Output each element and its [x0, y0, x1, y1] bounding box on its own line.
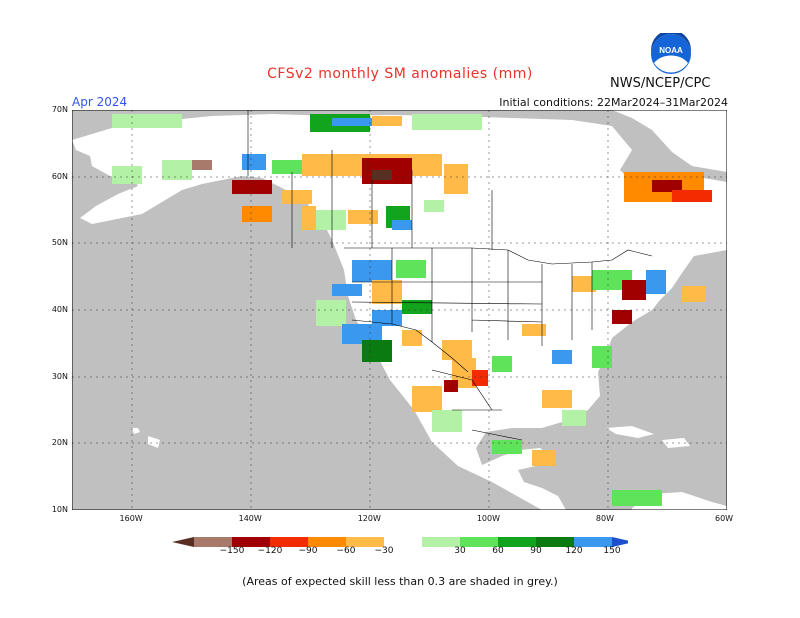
- lon-label: 120W: [357, 514, 381, 523]
- lat-label: 70N: [51, 105, 68, 114]
- arctic-island-1: [520, 120, 572, 140]
- arctic-island-2: [582, 128, 618, 150]
- colorbar-segment: [346, 537, 384, 547]
- lon-label: 160W: [119, 514, 143, 523]
- colorbar-tick-label: 90: [530, 546, 542, 556]
- us-mexico-border: [351, 319, 469, 373]
- colorbar-segment: [308, 537, 346, 547]
- colorbar-segment: [384, 537, 422, 547]
- gridlines: [72, 110, 727, 510]
- lat-label: 40N: [51, 305, 68, 314]
- lon-label: 80W: [595, 514, 614, 523]
- colorbar-segment: [460, 537, 498, 547]
- colorbar-tick-label: 150: [603, 546, 621, 556]
- initial-conditions: Initial conditions: 22Mar2024–31Mar2024: [499, 96, 728, 109]
- colorbar-tick-label: 120: [565, 546, 583, 556]
- canada-province-lines: [291, 150, 493, 250]
- colorbar: [172, 537, 628, 547]
- colorbar-tick-label: −120: [257, 546, 283, 556]
- forecast-period: Apr 2024: [72, 95, 128, 109]
- colorbar-tick-label: 60: [492, 546, 504, 556]
- lat-label: 30N: [51, 371, 68, 381]
- colorbar-segment: [270, 537, 308, 547]
- colorbar-segment: [232, 537, 270, 547]
- colorbar-tick-label: 30: [454, 546, 466, 556]
- lon-label: 100W: [476, 514, 500, 523]
- hispaniola: [662, 438, 690, 448]
- lat-label: 50N: [51, 238, 68, 248]
- political-boundaries: [247, 110, 653, 441]
- colorbar-segment: [194, 537, 232, 547]
- colorbar-under-arrow: [172, 537, 194, 547]
- lon-label: 140W: [238, 514, 262, 523]
- lon-label: 60W: [715, 514, 734, 523]
- lat-label: 60N: [51, 171, 68, 181]
- us-state-lines: [351, 248, 593, 346]
- svg-text:NOAA: NOAA: [659, 46, 683, 55]
- colorbar-tick-label: −90: [298, 546, 318, 556]
- colorbar-tick-label: −60: [336, 546, 356, 556]
- us-canada-border: [344, 247, 653, 265]
- colorbar-segment: [574, 537, 612, 547]
- noaa-logo: NOAA: [651, 33, 691, 74]
- colorbar-over-arrow: [612, 537, 628, 547]
- lat-label: 10N: [51, 505, 68, 514]
- agency-label: NWS/NCEP/CPC: [610, 76, 711, 91]
- map-frame: [72, 110, 727, 510]
- colorbar-segment: [536, 537, 574, 547]
- skill-footnote: (Areas of expected skill less than 0.3 a…: [242, 575, 558, 588]
- colorbar-tick-label: −30: [374, 546, 394, 556]
- greenland: [612, 110, 727, 172]
- lat-label: 20N: [51, 438, 68, 448]
- cuba: [606, 426, 654, 438]
- map-title: CFSv2 monthly SM anomalies (mm): [267, 66, 533, 82]
- hawaii: [132, 428, 160, 448]
- mexico-state-lines: [431, 369, 523, 441]
- colorbar-segment: [498, 537, 536, 547]
- colorbar-segment: [422, 537, 460, 547]
- colorbar-tick-label: −150: [219, 546, 245, 556]
